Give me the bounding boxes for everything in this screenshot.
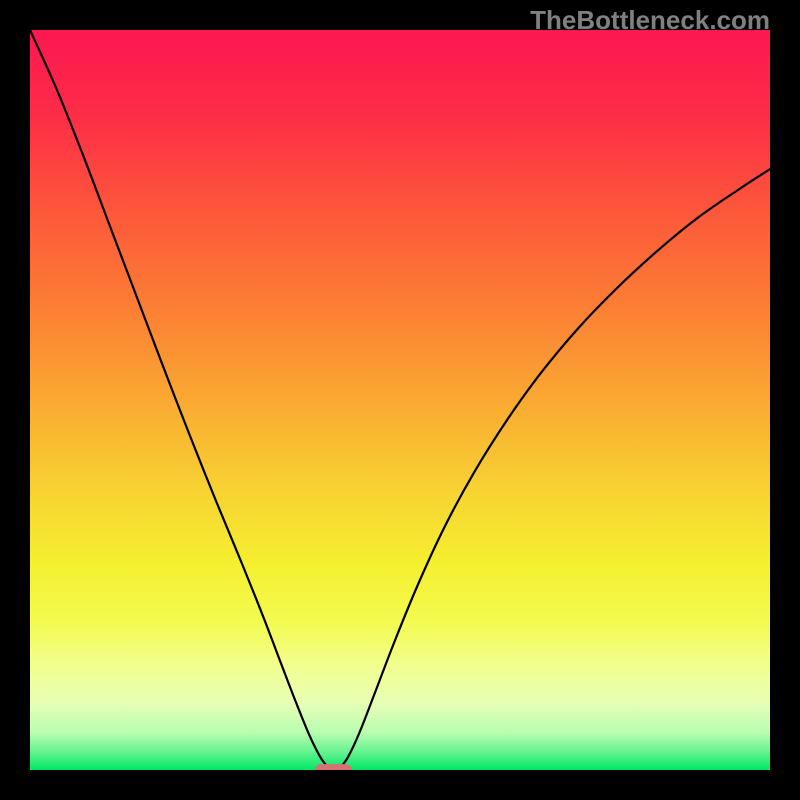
watermark-text: TheBottleneck.com	[530, 5, 770, 36]
plot-background	[30, 30, 770, 770]
bottleneck-chart	[0, 0, 800, 800]
chart-frame: TheBottleneck.com	[0, 0, 800, 800]
